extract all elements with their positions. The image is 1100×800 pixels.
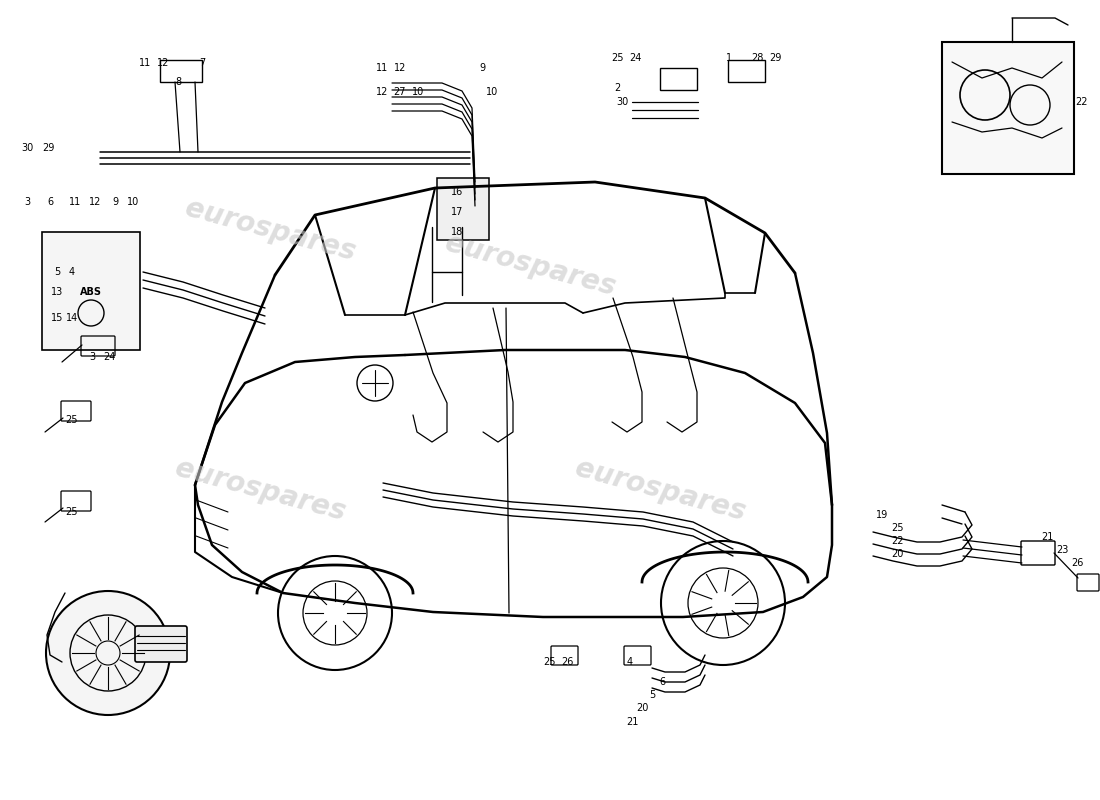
Text: 12: 12 bbox=[157, 58, 169, 68]
Text: eurospares: eurospares bbox=[182, 194, 359, 266]
Text: 10: 10 bbox=[126, 197, 139, 207]
Text: 20: 20 bbox=[891, 549, 903, 559]
Bar bbox=[660, 68, 697, 90]
Text: 10: 10 bbox=[411, 87, 425, 97]
Text: 24: 24 bbox=[102, 352, 116, 362]
Text: eurospares: eurospares bbox=[172, 454, 349, 526]
Text: 30: 30 bbox=[21, 143, 33, 153]
Text: 26: 26 bbox=[561, 657, 573, 667]
Text: 22: 22 bbox=[1076, 97, 1088, 107]
Text: 19: 19 bbox=[876, 510, 888, 520]
Text: 29: 29 bbox=[769, 53, 781, 63]
Text: 25: 25 bbox=[610, 53, 624, 63]
Text: 16: 16 bbox=[451, 187, 463, 197]
Text: 3: 3 bbox=[24, 197, 30, 207]
Text: 6: 6 bbox=[47, 197, 53, 207]
Text: eurospares: eurospares bbox=[572, 454, 748, 526]
Text: ABS: ABS bbox=[80, 287, 102, 297]
Text: 20: 20 bbox=[636, 703, 648, 713]
Text: 2: 2 bbox=[614, 83, 620, 93]
Text: 11: 11 bbox=[139, 58, 151, 68]
Bar bbox=[728, 60, 764, 82]
Text: 27: 27 bbox=[394, 87, 406, 97]
Text: 3: 3 bbox=[89, 352, 95, 362]
Text: 11: 11 bbox=[69, 197, 81, 207]
Bar bbox=[160, 60, 202, 82]
Text: 5: 5 bbox=[54, 267, 60, 277]
Text: 9: 9 bbox=[478, 63, 485, 73]
Bar bbox=[437, 178, 490, 240]
Bar bbox=[42, 232, 140, 350]
Text: 9: 9 bbox=[112, 197, 118, 207]
Text: 12: 12 bbox=[89, 197, 101, 207]
FancyBboxPatch shape bbox=[135, 626, 187, 662]
Text: 21: 21 bbox=[626, 717, 638, 727]
Text: 28: 28 bbox=[751, 53, 763, 63]
Text: 13: 13 bbox=[51, 287, 63, 297]
Text: eurospares: eurospares bbox=[441, 229, 618, 302]
Text: 12: 12 bbox=[376, 87, 388, 97]
Text: 12: 12 bbox=[394, 63, 406, 73]
Bar bbox=[942, 42, 1074, 174]
Text: 4: 4 bbox=[627, 657, 634, 667]
Text: 5: 5 bbox=[649, 690, 656, 700]
Text: 23: 23 bbox=[1056, 545, 1068, 555]
Text: 8: 8 bbox=[175, 77, 182, 87]
Text: 11: 11 bbox=[376, 63, 388, 73]
Text: 14: 14 bbox=[66, 313, 78, 323]
Text: 18: 18 bbox=[451, 227, 463, 237]
Text: 6: 6 bbox=[659, 677, 666, 687]
Text: 25: 25 bbox=[542, 657, 556, 667]
Text: 29: 29 bbox=[42, 143, 54, 153]
Text: 17: 17 bbox=[451, 207, 463, 217]
Text: 26: 26 bbox=[1070, 558, 1084, 568]
Circle shape bbox=[46, 591, 170, 715]
Text: 25: 25 bbox=[891, 523, 903, 533]
Text: 21: 21 bbox=[1041, 532, 1053, 542]
Text: 4: 4 bbox=[69, 267, 75, 277]
Text: 25: 25 bbox=[66, 415, 78, 425]
Text: 10: 10 bbox=[486, 87, 498, 97]
Text: 1: 1 bbox=[726, 53, 733, 63]
Text: 15: 15 bbox=[51, 313, 63, 323]
Text: 30: 30 bbox=[616, 97, 628, 107]
Text: 22: 22 bbox=[891, 536, 903, 546]
Text: 25: 25 bbox=[66, 507, 78, 517]
Text: 7: 7 bbox=[199, 58, 205, 68]
Text: 24: 24 bbox=[629, 53, 641, 63]
